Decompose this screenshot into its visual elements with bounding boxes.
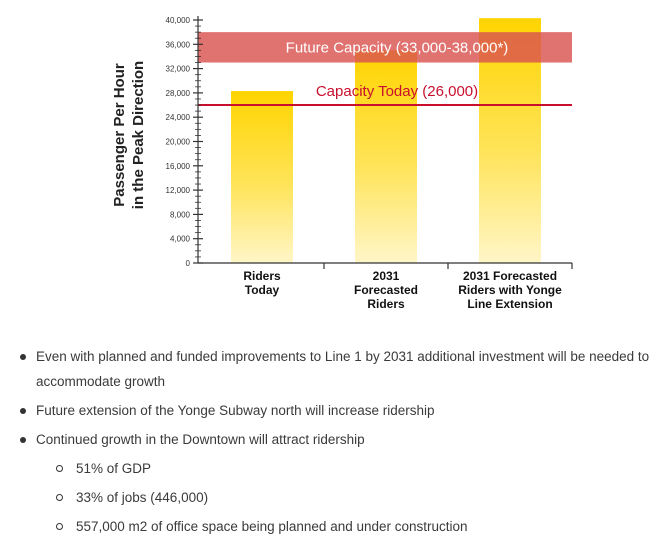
bullet-text: Future extension of the Yonge Subway nor… xyxy=(36,403,435,418)
bullet-text: Even with planned and funded improvement… xyxy=(36,349,650,389)
y-tick-label: 16,000 xyxy=(166,162,191,171)
category-label: Riders with Yonge xyxy=(458,283,562,297)
category-label: Riders xyxy=(243,269,281,283)
y-axis-title: Passenger Per Hour xyxy=(111,63,128,207)
y-tick-label: 32,000 xyxy=(166,65,191,74)
sub-bullet-item: 557,000 m2 of office space being planned… xyxy=(36,514,654,539)
bullet-list: Even with planned and funded improvement… xyxy=(14,344,654,543)
y-tick-label: 28,000 xyxy=(166,89,191,98)
y-tick-label: 24,000 xyxy=(166,113,191,122)
y-tick-label: 40,000 xyxy=(166,16,191,25)
y-tick-label: 4,000 xyxy=(170,235,191,244)
sub-bullet-item: 33% of jobs (446,000) xyxy=(36,485,654,510)
y-tick-label: 20,000 xyxy=(166,138,191,147)
category-label: Today xyxy=(245,283,280,297)
category-label: 2031 Forecasted xyxy=(463,269,557,283)
bullet-item: Continued growth in the Downtown will at… xyxy=(14,427,654,539)
capacity-today-label: Capacity Today (26,000) xyxy=(316,83,478,100)
category-label: 2031 xyxy=(373,269,400,283)
y-axis-title: in the Peak Direction xyxy=(130,61,147,209)
y-tick-label: 12,000 xyxy=(166,186,191,195)
y-tick-label: 8,000 xyxy=(170,210,191,219)
category-label: Forecasted xyxy=(354,283,418,297)
y-tick-label: 36,000 xyxy=(166,40,191,49)
future-capacity-label: Future Capacity (33,000-38,000*) xyxy=(286,39,509,56)
future-capacity-band xyxy=(198,32,572,63)
category-label: Line Extension xyxy=(467,297,552,311)
sub-bullet-item: 51% of GDP xyxy=(36,456,654,481)
sub-bullet-list: 51% of GDP 33% of jobs (446,000) 557,000… xyxy=(36,456,654,539)
bullet-item: Future extension of the Yonge Subway nor… xyxy=(14,398,654,423)
bar xyxy=(231,91,293,263)
category-label: Riders xyxy=(367,297,405,311)
y-tick-label: 0 xyxy=(186,259,191,268)
bar xyxy=(355,50,417,263)
bullet-item: Even with planned and funded improvement… xyxy=(14,344,654,394)
bullet-text: Continued growth in the Downtown will at… xyxy=(36,432,365,447)
ridership-chart: Future Capacity (33,000-38,000*) Capacity… xyxy=(111,16,573,311)
